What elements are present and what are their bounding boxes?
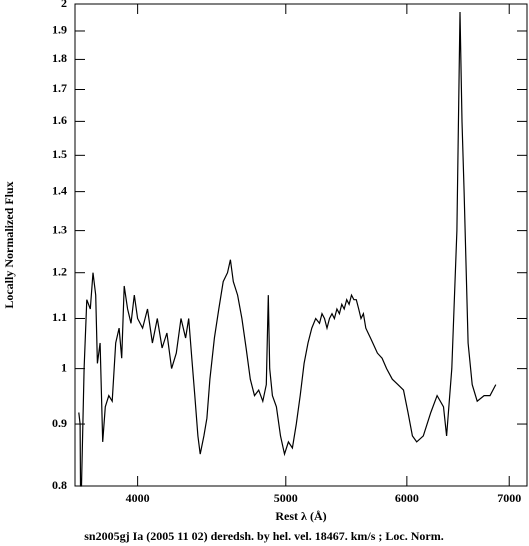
y-tick-label: 1.1 [52, 310, 67, 324]
y-tick-label: 1.2 [52, 264, 67, 278]
y-tick-label: 1.3 [52, 222, 67, 236]
y-tick-label: 1.8 [52, 51, 67, 65]
y-tick-label: 2 [61, 0, 67, 10]
y-tick-label: 0.9 [52, 416, 67, 430]
y-axis-label: Locally Normalized Flux [2, 181, 16, 308]
x-tick-label: 7000 [497, 491, 521, 505]
spectrum-line [78, 11, 497, 487]
y-tick-label: 1 [61, 360, 67, 374]
y-tick-label: 1.4 [52, 183, 67, 197]
x-tick-label: 6000 [395, 491, 419, 505]
x-tick-label: 4000 [126, 491, 150, 505]
caption: sn2005gj Ia (2005 11 02) deredsh. by hel… [84, 529, 443, 543]
y-tick-label: 1.7 [52, 81, 67, 95]
x-tick-label: 5000 [274, 491, 298, 505]
y-tick-label: 1.5 [52, 147, 67, 161]
y-tick-label: 1.6 [52, 113, 67, 127]
x-axis-label: Rest λ (Å) [275, 509, 326, 523]
plot-frame [74, 3, 528, 487]
y-tick-label: 1.9 [52, 23, 67, 37]
y-tick-label: 0.8 [52, 478, 67, 492]
